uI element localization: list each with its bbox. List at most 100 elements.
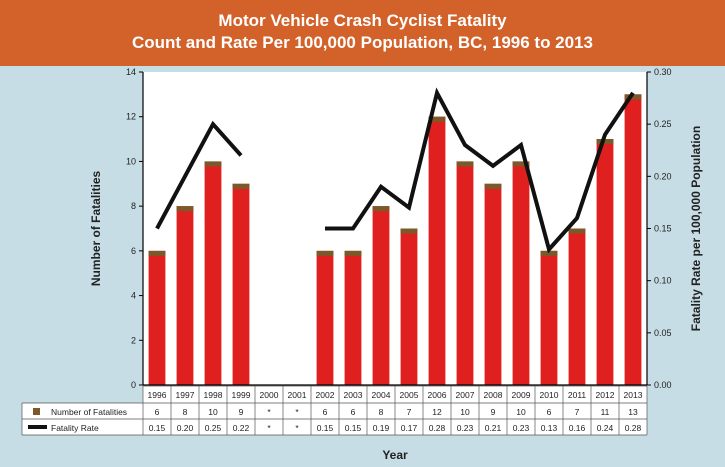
bar-cap (484, 183, 502, 189)
y2-tick-label: 0.10 (654, 276, 672, 286)
chart-title-line2: Count and Rate Per 100,000 Population, B… (131, 33, 594, 52)
table-cell-rate: 0.13 (541, 423, 558, 433)
bar-cap (596, 139, 614, 145)
y-tick-label: 4 (131, 291, 136, 301)
bar-cap (624, 94, 642, 100)
table-cell-rate: 0.15 (317, 423, 334, 433)
x-tick-label: 2007 (456, 390, 475, 400)
table-cell-fatalities: 9 (239, 407, 244, 417)
bar-cap (148, 250, 166, 256)
table-cell-fatalities: 6 (155, 407, 160, 417)
table-cell-rate: 0.24 (597, 423, 614, 433)
table-cell-rate: 0.19 (373, 423, 390, 433)
table-cell-fatalities: 9 (491, 407, 496, 417)
x-tick-label: 2003 (344, 390, 363, 400)
table-cell-rate: * (267, 423, 271, 433)
table-cell-fatalities: 6 (351, 407, 356, 417)
rate-line (325, 87, 635, 254)
table-cell-fatalities: * (295, 407, 299, 417)
chart-title-line1: Motor Vehicle Crash Cyclist Fatality (218, 11, 507, 30)
x-tick-label: 2012 (596, 390, 615, 400)
y2-tick-label: 0.30 (654, 67, 672, 77)
bar (176, 206, 194, 385)
bar-cap (568, 228, 586, 234)
y-tick-label: 6 (131, 246, 136, 256)
x-tick-label: 2006 (428, 390, 447, 400)
plot-area (143, 72, 647, 385)
y2-tick-label: 0.15 (654, 224, 672, 234)
bar-cap (456, 161, 474, 167)
bar-cap (512, 161, 530, 167)
table-cell-fatalities: 8 (379, 407, 384, 417)
table-cell-rate: 0.23 (457, 423, 474, 433)
legend-label-rate: Fatality Rate (51, 423, 99, 433)
x-tick-label: 1997 (176, 390, 195, 400)
table-cell-rate: 0.28 (625, 423, 642, 433)
table-cell-rate: 0.20 (177, 423, 194, 433)
table-cell-fatalities: 6 (323, 407, 328, 417)
table-cell-rate: 0.22 (233, 423, 250, 433)
bar-cap (344, 250, 362, 256)
rate-line (155, 120, 243, 230)
bar-cap (400, 228, 418, 234)
y2-tick-label: 0.20 (654, 171, 672, 181)
bar-cap (316, 250, 334, 256)
x-tick-label: 1996 (148, 390, 167, 400)
table-cell-rate: 0.15 (345, 423, 362, 433)
table-cell-fatalities: 10 (516, 407, 526, 417)
y-tick-label: 12 (126, 112, 136, 122)
y2-tick-label: 0.25 (654, 119, 672, 129)
y2-tick-label: 0.00 (654, 380, 672, 390)
table-cell-fatalities: * (267, 407, 271, 417)
table-cell-fatalities: 10 (208, 407, 218, 417)
bar (232, 183, 250, 385)
table-cell-rate: * (295, 423, 299, 433)
x-tick-label: 1998 (204, 390, 223, 400)
table-cell-fatalities: 7 (407, 407, 412, 417)
bar (624, 94, 642, 385)
table-cell-rate: 0.23 (513, 423, 530, 433)
y-axis-title: Number of Fatalities (89, 171, 103, 287)
bar (400, 228, 418, 385)
table-cell-fatalities: 11 (601, 407, 610, 417)
table-cell-fatalities: 7 (575, 407, 580, 417)
x-tick-label: 2000 (260, 390, 279, 400)
bar (512, 161, 530, 385)
table-cell-rate: 0.25 (205, 423, 222, 433)
x-tick-label: 1999 (232, 390, 251, 400)
table-cell-fatalities: 13 (628, 407, 638, 417)
bar-cap (428, 116, 446, 122)
x-axis-title: Year (382, 448, 408, 462)
x-tick-label: 2005 (400, 390, 419, 400)
y-tick-label: 2 (131, 335, 136, 345)
bar (316, 250, 334, 385)
table-cell-fatalities: 10 (460, 407, 470, 417)
y-tick-label: 8 (131, 201, 136, 211)
bar-cap (540, 250, 558, 256)
bar (344, 250, 362, 385)
table-cell-rate: 0.28 (429, 423, 446, 433)
bar-cap (204, 161, 222, 167)
bar-cap (372, 206, 390, 212)
table-cell-rate: 0.15 (149, 423, 166, 433)
y-tick-label: 10 (126, 156, 136, 166)
bar (540, 250, 558, 385)
x-tick-label: 2010 (540, 390, 559, 400)
x-tick-label: 2004 (372, 390, 391, 400)
bar-cap (232, 183, 250, 189)
y-tick-label: 0 (131, 380, 136, 390)
y2-axis-title: Fatality Rate per 100,000 Population (689, 126, 703, 331)
bar (596, 139, 614, 385)
title-bar: Motor Vehicle Crash Cyclist Fatality Cou… (0, 0, 725, 66)
bar (568, 228, 586, 385)
x-tick-label: 2013 (624, 390, 643, 400)
legend-label-fatalities: Number of Fatalities (51, 407, 127, 417)
table-cell-rate: 0.16 (569, 423, 586, 433)
x-tick-label: 2001 (288, 390, 307, 400)
bar (204, 161, 222, 385)
y-tick-label: 14 (126, 67, 136, 77)
bar-cap (176, 206, 194, 212)
bar (372, 206, 390, 385)
